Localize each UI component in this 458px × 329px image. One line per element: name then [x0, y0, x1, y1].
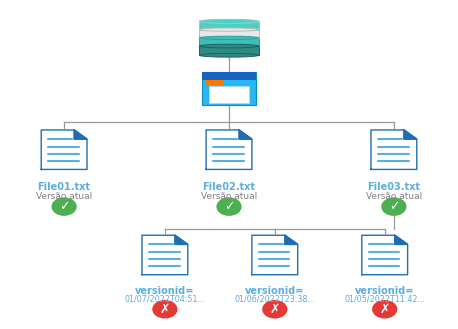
- Polygon shape: [404, 130, 417, 139]
- Polygon shape: [362, 235, 408, 275]
- Polygon shape: [252, 235, 298, 275]
- Text: ✗: ✗: [270, 303, 280, 316]
- Text: versionid=: versionid=: [245, 286, 305, 295]
- Circle shape: [217, 198, 241, 215]
- Polygon shape: [239, 130, 252, 139]
- Circle shape: [382, 198, 406, 215]
- Polygon shape: [41, 130, 87, 169]
- Text: Versão atual: Versão atual: [366, 192, 422, 201]
- Text: ✓: ✓: [389, 200, 399, 213]
- Circle shape: [263, 301, 287, 318]
- FancyBboxPatch shape: [205, 80, 223, 85]
- Text: ✗: ✗: [160, 303, 170, 316]
- FancyBboxPatch shape: [199, 21, 259, 30]
- Text: 01/06/2022T23:38...: 01/06/2022T23:38...: [234, 295, 315, 304]
- FancyBboxPatch shape: [202, 72, 256, 105]
- FancyBboxPatch shape: [209, 86, 249, 103]
- Ellipse shape: [199, 44, 259, 48]
- Polygon shape: [395, 235, 408, 244]
- Polygon shape: [175, 235, 188, 244]
- Text: versionid=: versionid=: [135, 286, 195, 295]
- FancyBboxPatch shape: [199, 30, 259, 38]
- Text: ✗: ✗: [380, 303, 390, 316]
- Ellipse shape: [199, 53, 259, 57]
- Text: File03.txt: File03.txt: [367, 182, 420, 191]
- Text: File01.txt: File01.txt: [38, 182, 91, 191]
- Text: 01/05/2022T11:42...: 01/05/2022T11:42...: [344, 295, 425, 304]
- Text: 01/07/2022T04:51...: 01/07/2022T04:51...: [125, 295, 205, 304]
- Text: Versão atual: Versão atual: [201, 192, 257, 201]
- Polygon shape: [285, 235, 298, 244]
- FancyBboxPatch shape: [199, 38, 259, 46]
- Polygon shape: [142, 235, 188, 275]
- Text: versionid=: versionid=: [355, 286, 414, 295]
- Ellipse shape: [199, 28, 259, 31]
- Polygon shape: [206, 130, 252, 169]
- Circle shape: [373, 301, 397, 318]
- Ellipse shape: [199, 19, 259, 23]
- Text: Versão atual: Versão atual: [36, 192, 92, 201]
- FancyBboxPatch shape: [202, 72, 256, 80]
- Text: ✓: ✓: [59, 200, 69, 213]
- Polygon shape: [371, 130, 417, 169]
- FancyBboxPatch shape: [199, 46, 259, 55]
- Circle shape: [153, 301, 177, 318]
- Ellipse shape: [199, 36, 259, 39]
- Text: File02.txt: File02.txt: [202, 182, 256, 191]
- Ellipse shape: [199, 20, 259, 23]
- Polygon shape: [74, 130, 87, 139]
- Text: ✓: ✓: [224, 200, 234, 213]
- Circle shape: [52, 198, 76, 215]
